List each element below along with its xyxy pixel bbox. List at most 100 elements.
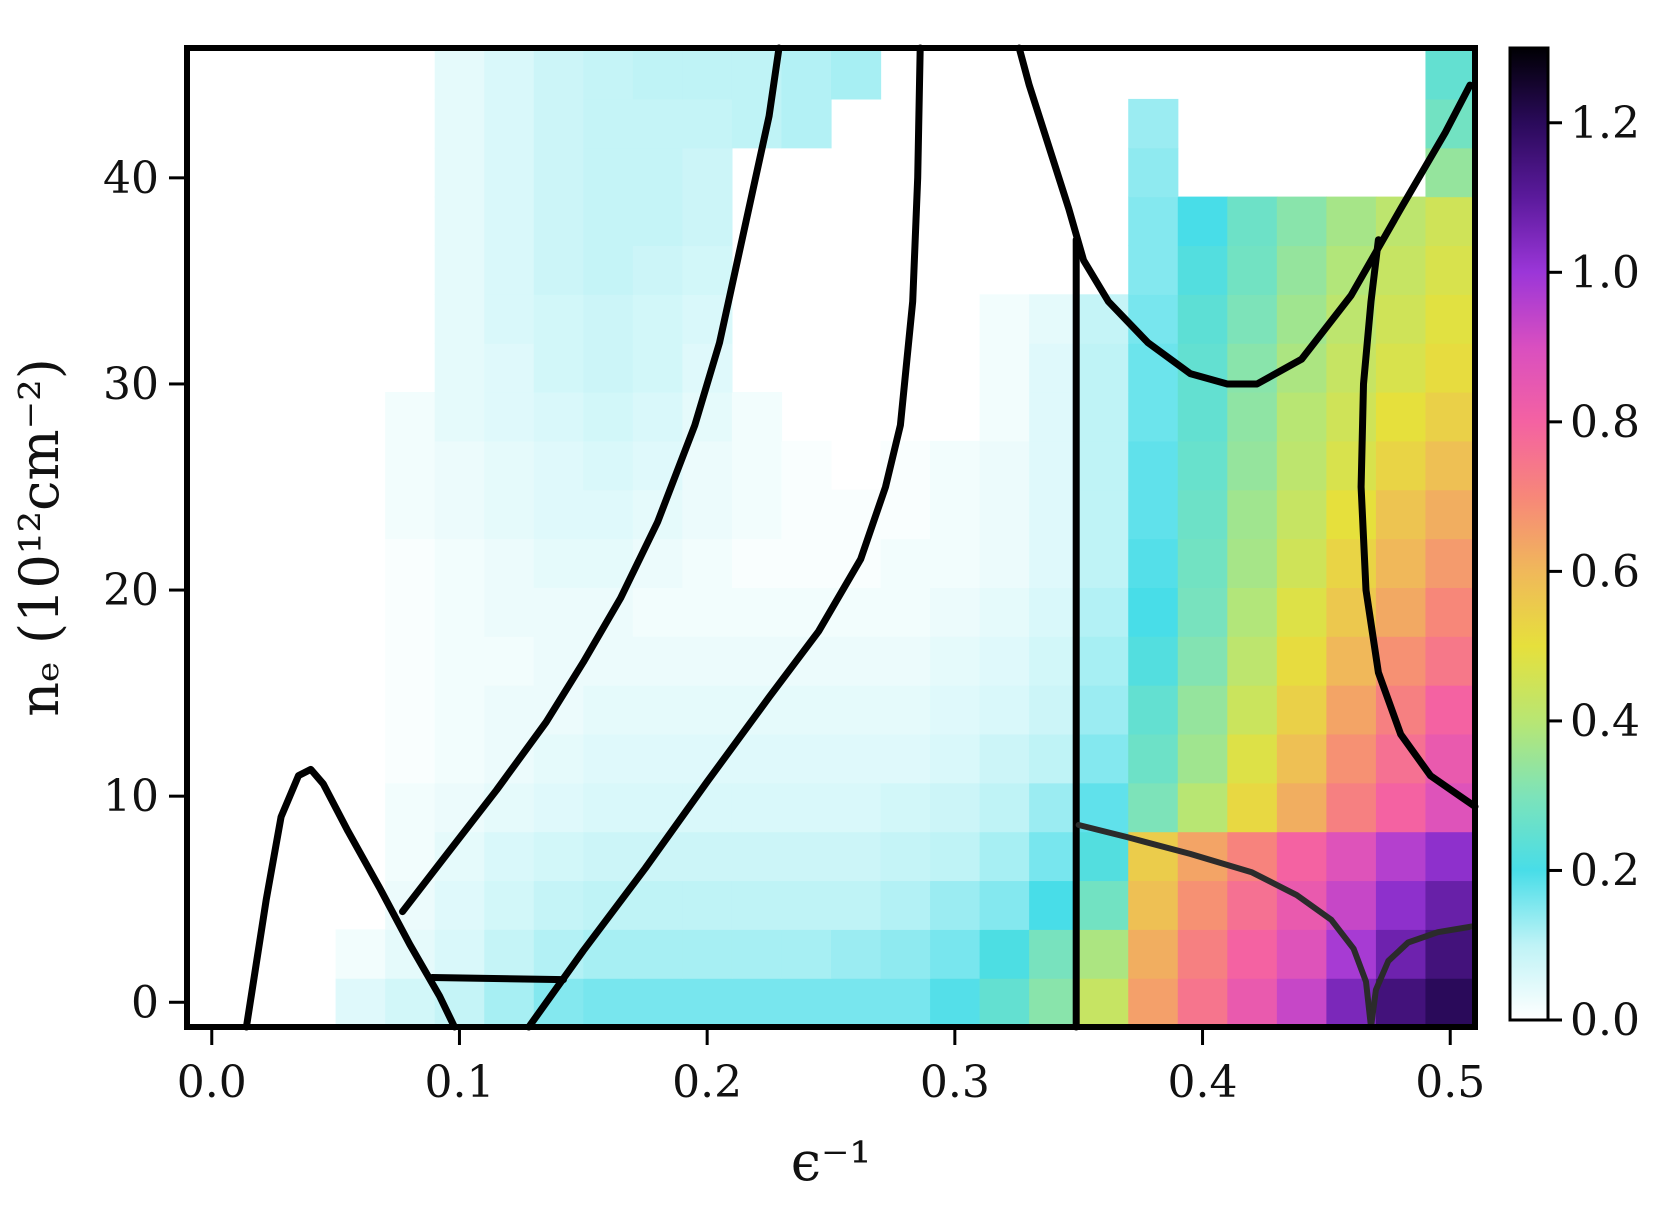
- heatmap-cell: [979, 636, 1030, 686]
- heatmap-cell: [1425, 587, 1476, 637]
- heatmap-cell: [1128, 880, 1179, 930]
- heatmap-cell: [930, 880, 981, 930]
- heatmap-cell: [1177, 489, 1228, 540]
- heatmap-cell: [434, 733, 485, 784]
- heatmap-cell: [831, 782, 882, 833]
- heatmap-cell: [979, 782, 1030, 833]
- heatmap-cell: [632, 929, 683, 979]
- heatmap-cell: [880, 538, 931, 588]
- x-tick: 0.1: [424, 1030, 494, 1108]
- heatmap-cell: [1078, 391, 1129, 442]
- heatmap-cell: [1078, 587, 1129, 637]
- heatmap-cell: [1128, 685, 1179, 735]
- heatmap-cell: [979, 733, 1030, 784]
- heatmap-cell: [1227, 294, 1278, 344]
- heatmap-cell: [484, 587, 535, 637]
- heatmap-cell: [1227, 538, 1278, 588]
- heatmap-cell: [682, 587, 733, 637]
- heatmap-cell: [385, 782, 436, 833]
- heatmap-cell: [1326, 782, 1377, 833]
- heatmap-cell: [583, 440, 634, 491]
- colorbar-tick: 1.2: [1548, 98, 1640, 149]
- heatmap-cell: [1326, 929, 1377, 979]
- heatmap-cell: [533, 391, 584, 442]
- heatmap-cell: [632, 147, 683, 198]
- heatmap-cell: [434, 929, 485, 979]
- heatmap-cell: [1276, 636, 1327, 686]
- colorbar-tick-label: 1.0: [1570, 247, 1640, 298]
- heatmap-cell: [1029, 831, 1080, 882]
- heatmap-cell: [1375, 831, 1427, 882]
- phase-boundary-line: [1357, 236, 1479, 810]
- heatmap-cell: [1326, 636, 1377, 686]
- heatmap-cell: [434, 685, 485, 735]
- heatmap-cell: [385, 587, 436, 637]
- heatmap-cell: [930, 636, 981, 686]
- heatmap-cell: [781, 489, 832, 540]
- heatmap-cell: [781, 538, 832, 588]
- heatmap-cell: [484, 50, 535, 100]
- colorbar-tick-label: 0.0: [1570, 995, 1640, 1046]
- heatmap-cell: [1276, 538, 1327, 588]
- heatmap-cell: [385, 440, 436, 491]
- x-tick: 0.5: [1415, 1030, 1485, 1108]
- heatmap-cell: [731, 587, 783, 637]
- heatmap-cell: [781, 587, 832, 637]
- heatmap-cell: [533, 929, 584, 979]
- heatmap-cell: [1227, 636, 1278, 686]
- heatmap-cell: [1177, 636, 1228, 686]
- heatmap-cell: [484, 294, 535, 344]
- heatmap-cell: [632, 391, 683, 442]
- heatmap-cell: [434, 98, 485, 149]
- heatmap-cell: [1375, 636, 1427, 686]
- heatmap-cell: [533, 538, 584, 588]
- colorbar-tick-label: 0.4: [1570, 696, 1640, 747]
- heatmap-cell: [1078, 685, 1129, 735]
- heatmap-cell: [682, 98, 733, 149]
- heatmap-cell: [979, 538, 1030, 588]
- heatmap-cell: [682, 978, 733, 1028]
- heatmap-cell: [1375, 978, 1427, 1028]
- heatmap-cell: [1029, 636, 1080, 686]
- heatmap-cell: [434, 50, 485, 100]
- heatmap-cell: [880, 782, 931, 833]
- heatmap-cell: [880, 587, 931, 637]
- heatmap-cell: [434, 538, 485, 588]
- heatmap-cell: [1425, 391, 1476, 442]
- heatmap-cell: [880, 978, 931, 1028]
- heatmap-cell: [385, 831, 436, 882]
- heatmap-cell: [632, 733, 683, 784]
- heatmap-cell: [930, 831, 981, 882]
- heatmap-cell: [1128, 245, 1179, 295]
- heatmap-cell: [583, 538, 634, 588]
- heatmap-cell: [632, 245, 683, 295]
- y-axis-label: nₑ (10¹²cm⁻²): [8, 358, 71, 717]
- heatmap-cell: [583, 685, 634, 735]
- colorbar-tick: 0.4: [1548, 696, 1640, 747]
- heatmap-cell: [1078, 489, 1129, 540]
- heatmap-cell: [781, 98, 832, 149]
- x-axis-ticks: 0.0 0.1 0.2 0.3 0.4 0.5: [177, 1030, 1485, 1108]
- heatmap-cell: [434, 489, 485, 540]
- x-tick-label: 0.1: [424, 1057, 494, 1108]
- heatmap-cell: [979, 929, 1030, 979]
- heatmap-cell: [731, 831, 783, 882]
- heatmap-cell: [1276, 196, 1327, 247]
- heatmap-cell: [731, 391, 783, 442]
- heatmap-cell: [979, 831, 1030, 882]
- heatmap-cell: [1029, 538, 1080, 588]
- heatmap-cell: [385, 391, 436, 442]
- heatmap-cell: [1177, 929, 1228, 979]
- heatmap-cell: [1375, 538, 1427, 588]
- heatmap-cell: [533, 587, 584, 637]
- heatmap-cell: [1029, 391, 1080, 442]
- heatmap-cell: [434, 147, 485, 198]
- heatmap-cell: [484, 782, 535, 833]
- heatmap-cell: [632, 196, 683, 247]
- heatmap-cell: [1425, 685, 1476, 735]
- heatmap-cell: [731, 636, 783, 686]
- heatmap-cell: [880, 831, 931, 882]
- heatmap-cell: [1177, 587, 1228, 637]
- heatmap-cell: [731, 782, 783, 833]
- heatmap-cell: [930, 733, 981, 784]
